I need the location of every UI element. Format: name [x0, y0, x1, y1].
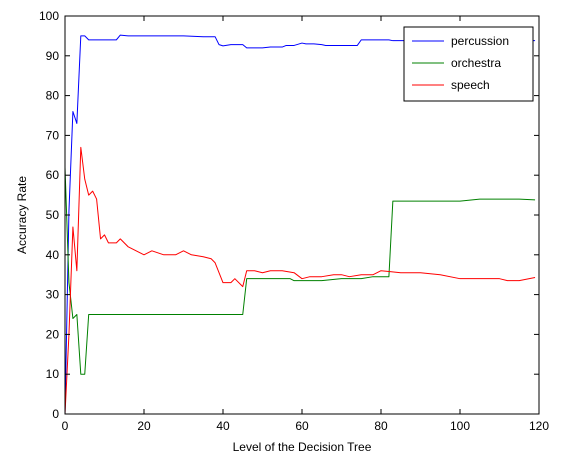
x-tick-label: 60 [295, 419, 309, 433]
legend-label-speech: speech [451, 78, 490, 92]
series-line-orchestra [64, 167, 536, 375]
y-tick-label: 40 [46, 248, 60, 262]
ticks-layer: 0 20 40 60 80 100 120 0 10 20 30 40 50 60 70 80 90 100 [39, 9, 549, 433]
x-tick-label: 120 [529, 419, 549, 433]
x-axis-title: Level of the Decision Tree [233, 440, 372, 454]
data-layer [64, 34, 536, 415]
x-tick-label: 0 [62, 419, 69, 433]
y-tick-label: 70 [46, 128, 60, 142]
y-tick-label: 60 [46, 168, 60, 182]
y-axis-title: Accuracy Rate [15, 176, 29, 254]
x-tick-label: 40 [216, 419, 230, 433]
y-tick-label: 80 [46, 89, 60, 103]
legend-label-orchestra: orchestra [451, 56, 501, 70]
plot-frame [64, 15, 540, 415]
y-tick-label: 100 [39, 9, 59, 23]
x-tick-label: 100 [450, 419, 470, 433]
x-tick-label: 20 [137, 419, 151, 433]
y-tick-label: 20 [46, 327, 60, 341]
y-tick-label: 0 [52, 407, 59, 421]
y-tick-label: 10 [46, 367, 60, 381]
series-line-speech [64, 146, 536, 415]
legend-box [403, 26, 534, 102]
y-tick-label: 30 [46, 288, 60, 302]
y-tick-label: 50 [46, 208, 60, 222]
legend: percussion orchestra speech [403, 26, 534, 102]
y-tick-label: 90 [46, 49, 60, 63]
legend-label-percussion: percussion [451, 34, 509, 48]
x-tick-label: 80 [374, 419, 388, 433]
series-line-percussion [64, 34, 536, 415]
